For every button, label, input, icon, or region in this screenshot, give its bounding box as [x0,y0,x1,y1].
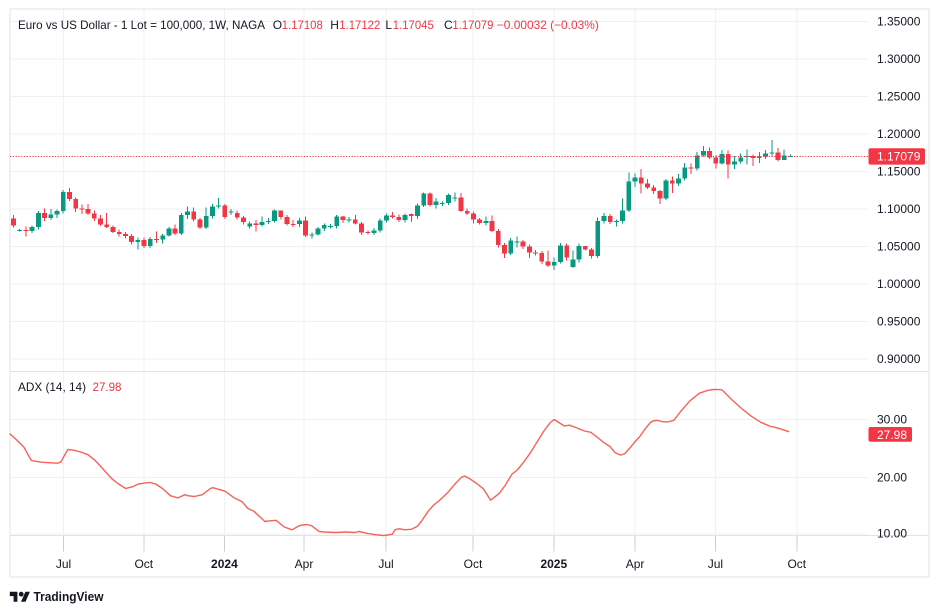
svg-text:ADX (14, 14): ADX (14, 14) [18,380,86,394]
svg-text:C: C [444,18,453,32]
svg-text:Euro vs US Dollar - 1 Lot = 10: Euro vs US Dollar - 1 Lot = 100,000, 1W,… [18,18,265,32]
svg-text:2024: 2024 [211,557,238,571]
svg-text:L: L [385,18,392,32]
svg-text:27.98: 27.98 [93,380,122,394]
svg-text:27.98: 27.98 [877,428,907,442]
svg-text:1.00000: 1.00000 [877,277,921,291]
svg-text:Oct: Oct [464,557,483,571]
svg-text:1.10000: 1.10000 [877,202,921,216]
svg-text:TradingView: TradingView [34,589,105,604]
svg-text:1.17108: 1.17108 [282,18,323,32]
svg-text:Jul: Jul [708,557,723,571]
svg-text:O: O [273,18,282,32]
svg-text:1.35000: 1.35000 [877,15,921,29]
svg-text:2025: 2025 [540,557,567,571]
svg-text:Jul: Jul [378,557,393,571]
svg-text:Jul: Jul [56,557,71,571]
svg-text:1.15000: 1.15000 [877,165,921,179]
svg-text:1.25000: 1.25000 [877,90,921,104]
svg-text:1.05000: 1.05000 [877,240,921,254]
svg-text:1.17122: 1.17122 [339,18,380,32]
svg-text:Apr: Apr [626,557,645,571]
svg-text:10.00: 10.00 [877,527,907,541]
svg-text:1.17079: 1.17079 [452,18,493,32]
svg-text:H: H [330,18,339,32]
svg-text:Oct: Oct [787,557,806,571]
svg-text:1.17079: 1.17079 [877,150,921,164]
svg-text:20.00: 20.00 [877,471,907,485]
svg-text:1.20000: 1.20000 [877,127,921,141]
svg-text:1.17045: 1.17045 [393,18,434,32]
svg-text:0.90000: 0.90000 [877,352,921,366]
svg-text:Oct: Oct [134,557,153,571]
svg-text:1.30000: 1.30000 [877,52,921,66]
svg-text:30.00: 30.00 [877,413,907,427]
svg-text:Apr: Apr [295,557,314,571]
svg-text:0.95000: 0.95000 [877,315,921,329]
svg-text:−0.00032 (−0.03%): −0.00032 (−0.03%) [497,18,599,32]
